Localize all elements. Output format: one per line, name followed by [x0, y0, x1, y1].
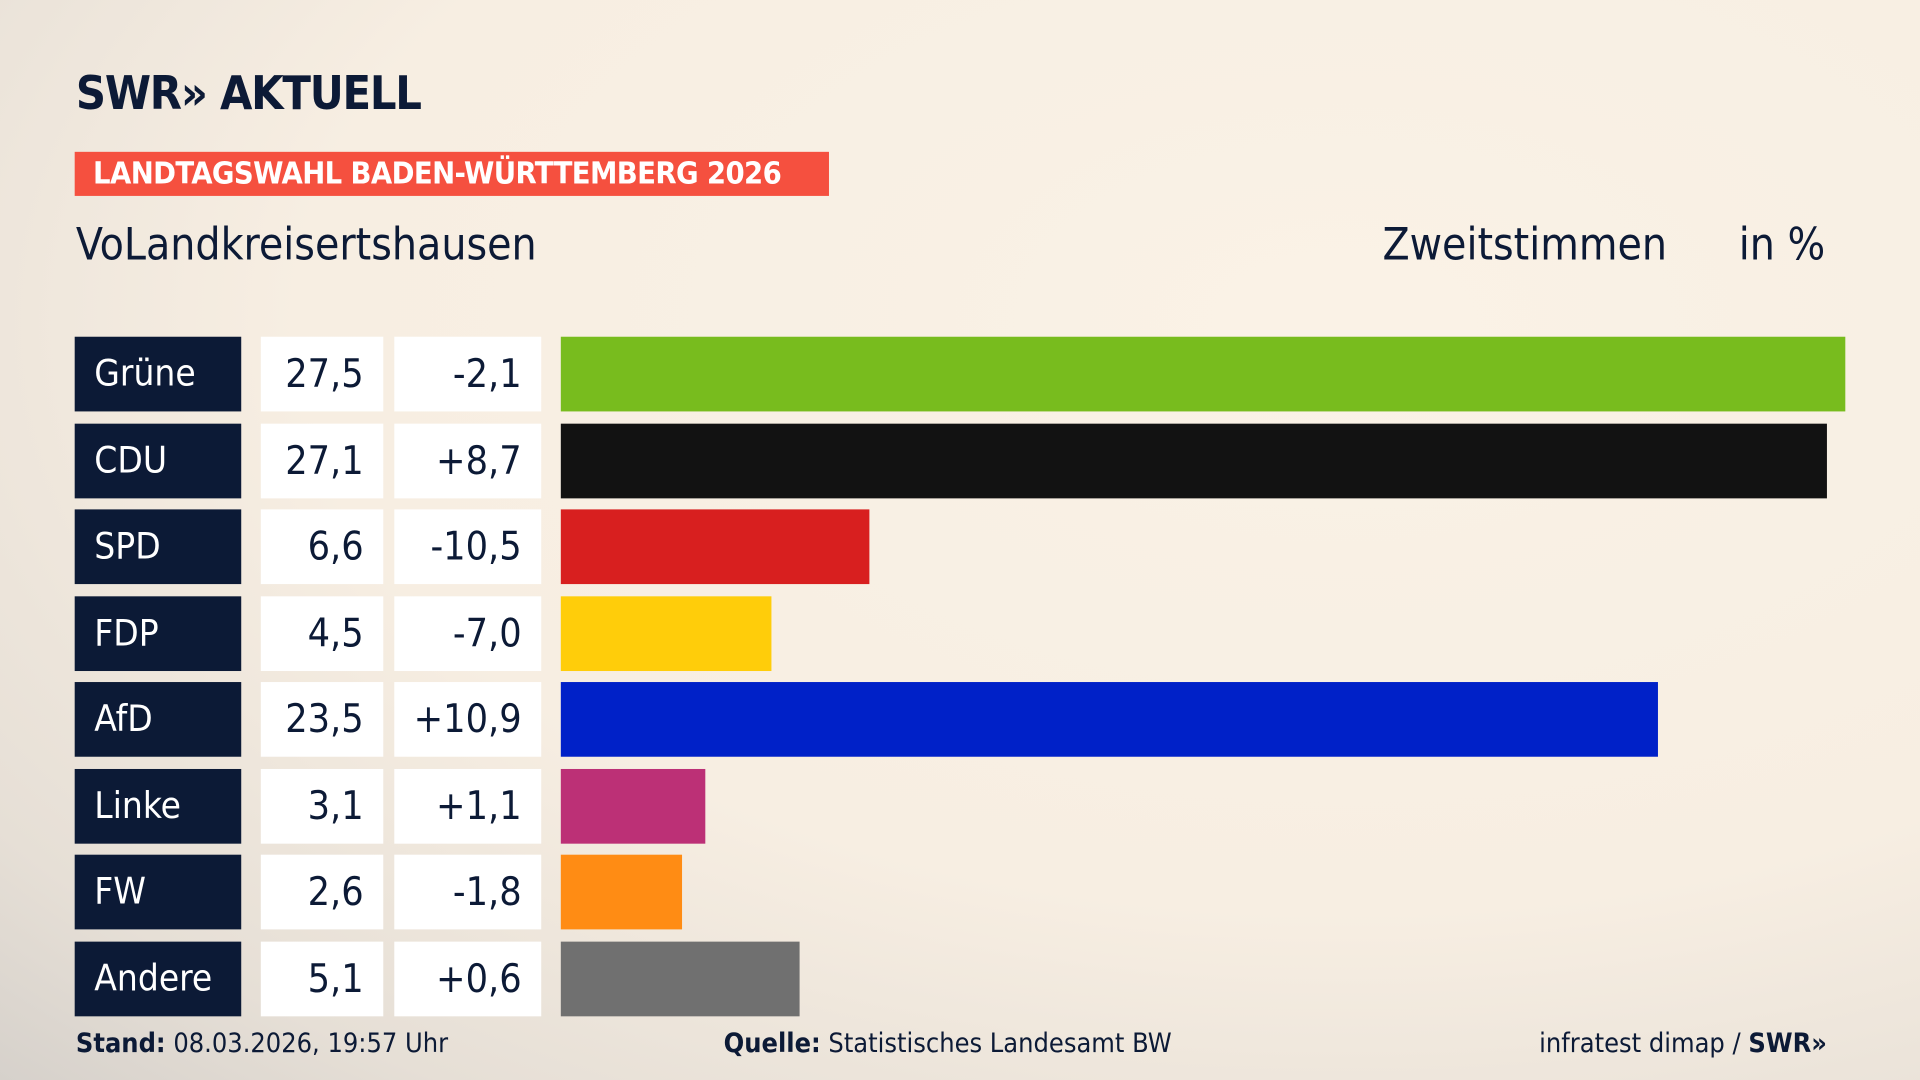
- result-row: Grüne 27,5 -2,1: [0, 336, 1920, 412]
- swr-logo: SWR»: [1748, 1028, 1827, 1060]
- vote-change: -10,5: [394, 509, 542, 585]
- unit-label: in %: [1738, 220, 1826, 271]
- vote-change: +1,1: [394, 768, 542, 844]
- vote-share: 27,1: [260, 423, 384, 498]
- stand-label: Stand:: [75, 1028, 166, 1060]
- vote-share: 5,1: [260, 941, 384, 1016]
- party-name: AfD: [74, 682, 242, 757]
- result-row: SPD 6,6 -10,5: [0, 509, 1920, 585]
- timestamp: Stand: 08.03.2026, 19:57 Uhr: [76, 1029, 448, 1060]
- bar-afd: [560, 682, 1659, 757]
- source-value: Statistisches Landesamt BW: [828, 1028, 1172, 1060]
- source-label: Quelle:: [723, 1028, 821, 1060]
- swr-aktuell-logo: SWR» AKTUELL: [75, 66, 422, 121]
- election-banner: LANDTAGSWAHL BADEN-WÜRTTEMBERG 2026: [74, 151, 829, 196]
- bar-grüne: [560, 336, 1846, 412]
- party-name: Grüne: [74, 336, 242, 412]
- vote-share: 6,6: [260, 509, 384, 585]
- stand-value: 08.03.2026, 19:57 Uhr: [173, 1028, 449, 1060]
- result-row: CDU 27,1 +8,7: [0, 423, 1920, 498]
- result-row: AfD 23,5 +10,9: [0, 682, 1920, 757]
- result-row: FW 2,6 -1,8: [0, 854, 1920, 930]
- bar-cdu: [560, 423, 1827, 498]
- vote-change: -1,8: [394, 854, 542, 930]
- party-name: FDP: [74, 595, 242, 671]
- vote-share: 4,5: [260, 595, 384, 671]
- party-name: Linke: [74, 768, 242, 844]
- region-title: VoLandkreisertshausen: [75, 220, 537, 271]
- party-name: FW: [74, 854, 242, 930]
- vote-share: 3,1: [260, 768, 384, 844]
- bar-fdp: [560, 595, 771, 671]
- party-name: SPD: [74, 509, 242, 585]
- vote-share: 23,5: [260, 682, 384, 757]
- credit-text: infratest dimap /: [1539, 1028, 1741, 1060]
- vote-change: -2,1: [394, 336, 542, 412]
- vote-change: -7,0: [394, 595, 542, 671]
- vote-change: +0,6: [394, 941, 542, 1016]
- vote-share: 2,6: [260, 854, 384, 930]
- result-row: Andere 5,1 +0,6: [0, 941, 1920, 1016]
- vote-share: 27,5: [260, 336, 384, 412]
- bar-linke: [560, 768, 706, 844]
- vote-change: +8,7: [394, 423, 542, 498]
- vote-change: +10,9: [394, 682, 542, 757]
- source: Quelle: Statistisches Landesamt BW: [724, 1029, 1172, 1060]
- credit: infratest dimap / SWR»: [1539, 1029, 1827, 1060]
- party-name: Andere: [74, 941, 242, 1016]
- result-row: Linke 3,1 +1,1: [0, 768, 1920, 844]
- vote-type: Zweitstimmen: [1382, 220, 1668, 271]
- result-row: FDP 4,5 -7,0: [0, 595, 1920, 671]
- party-name: CDU: [74, 423, 242, 498]
- bar-fw: [560, 854, 683, 930]
- bar-andere: [560, 941, 800, 1016]
- bar-spd: [560, 509, 870, 585]
